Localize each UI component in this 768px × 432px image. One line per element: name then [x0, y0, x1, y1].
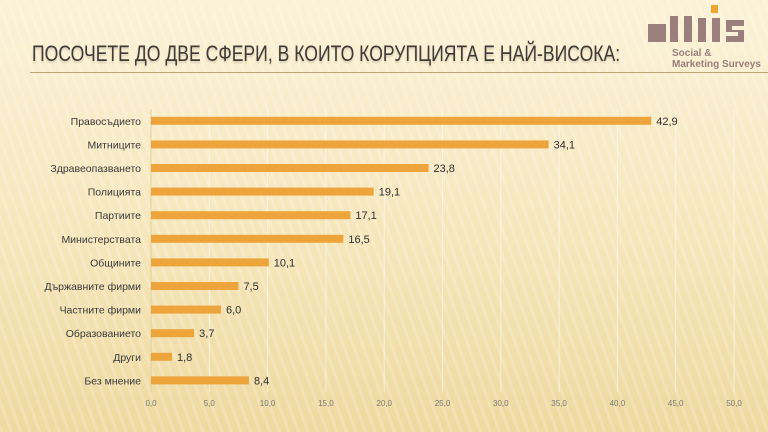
x-tick-label: 0,0 [145, 399, 157, 408]
data-label: 10,1 [274, 257, 295, 269]
x-tick-label: 45,0 [668, 399, 684, 408]
x-tick-label: 35,0 [551, 399, 567, 408]
bar [151, 376, 249, 385]
slide-title: ПОСОЧЕТЕ ДО ДВЕ СФЕРИ, В КОИТО КОРУПЦИЯТ… [32, 41, 621, 66]
logo-line-2: Marketing Surveys [672, 59, 761, 70]
afis-logo [648, 5, 744, 42]
category-label: Образованието [66, 328, 141, 340]
bar [151, 187, 374, 196]
data-label: 3,7 [199, 328, 214, 340]
category-label: Други [113, 352, 141, 364]
bar [151, 116, 652, 125]
data-label: 16,5 [348, 234, 369, 246]
x-tick-label: 25,0 [435, 399, 451, 408]
bar [151, 140, 549, 149]
category-label: Здравеопазването [50, 163, 141, 175]
bar [151, 211, 351, 220]
bar [151, 282, 239, 290]
x-tick-label: 30,0 [493, 399, 509, 408]
x-tick-label: 10,0 [260, 399, 276, 408]
data-label: 8,4 [254, 375, 269, 387]
x-tick-label: 50,0 [726, 399, 742, 408]
category-label: Общините [90, 257, 141, 269]
logo-line-1: Social & [672, 48, 712, 59]
data-label: 7,5 [243, 281, 258, 293]
category-label: Без мнение [84, 375, 141, 387]
x-tick-label: 40,0 [610, 399, 626, 408]
bar [151, 164, 429, 172]
category-label: Държавните фирми [45, 281, 142, 293]
data-label: 42,9 [656, 116, 677, 128]
data-label: 6,0 [226, 305, 241, 317]
data-label: 34,1 [554, 139, 575, 151]
category-label: Партиите [95, 210, 141, 222]
data-label: 17,1 [355, 210, 376, 222]
logo-tagline: Social & Marketing Surveys [672, 48, 761, 70]
category-label: Полицията [88, 187, 141, 199]
data-label: 1,8 [177, 352, 192, 364]
category-label: Митниците [88, 139, 142, 151]
data-label: 19,1 [379, 187, 400, 199]
bar [151, 352, 172, 361]
title-underline [30, 72, 768, 73]
category-label: Частните фирми [60, 305, 142, 317]
x-tick-label: 5,0 [204, 399, 216, 408]
x-tick-label: 15,0 [318, 399, 334, 408]
x-tick-label: 20,0 [376, 399, 392, 408]
category-label: Министерствата [61, 234, 141, 246]
bar [151, 234, 344, 243]
bar [151, 258, 269, 267]
category-label: Правосъдието [71, 116, 142, 128]
bar [151, 305, 221, 314]
data-label: 23,8 [434, 163, 455, 175]
bar [151, 329, 195, 338]
